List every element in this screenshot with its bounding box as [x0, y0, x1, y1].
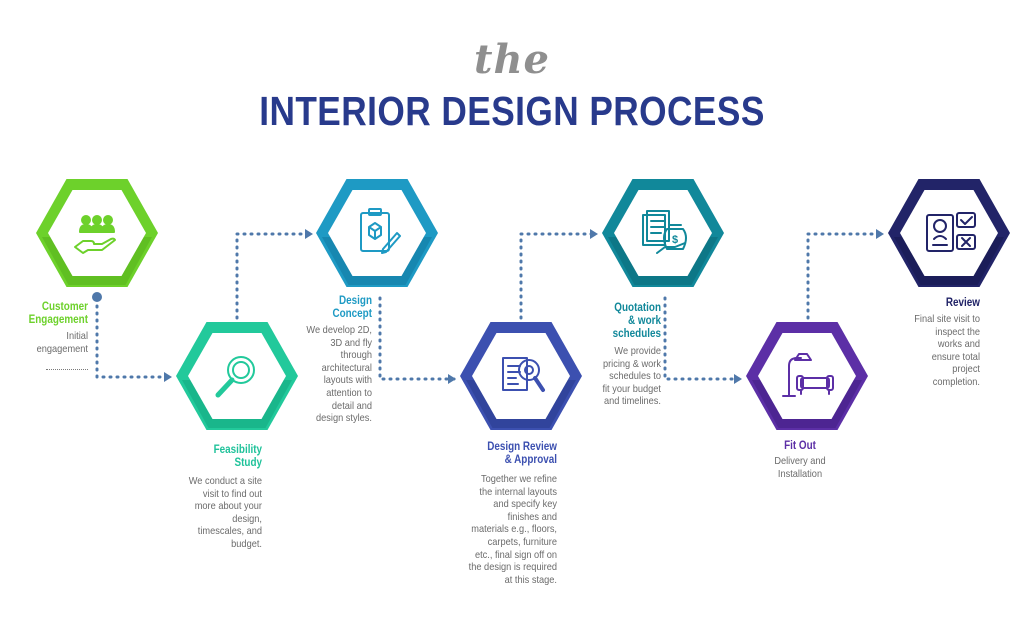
- hexagon-shape: [36, 179, 158, 287]
- title-prefix: the: [473, 36, 550, 83]
- hexagon-inner: [328, 190, 426, 276]
- arrow-head: [590, 229, 598, 239]
- connector-4-5: [519, 232, 600, 320]
- step-description-review: Final site visit to inspect the works an…: [914, 313, 980, 388]
- step-description-design-concept: We develop 2D, 3D and fly through archit…: [306, 324, 372, 425]
- arrow-head: [734, 374, 742, 384]
- clipboard-cube-icon: [360, 208, 401, 254]
- hexagon-customer-engagement: [34, 177, 160, 294]
- hexagon-feasibility-study: [174, 320, 300, 437]
- hexagon-shape: [460, 322, 582, 430]
- step-description-customer-engagement: Initial engagement: [36, 330, 88, 355]
- hexagon-shape: [888, 179, 1010, 287]
- invoice-money-icon: $: [642, 210, 687, 254]
- hexagon-shape: [746, 322, 868, 430]
- connector-5-6: [663, 296, 744, 381]
- step-description-quotation: We provide pricing & work schedules to f…: [602, 345, 661, 408]
- page-title: INTERIOR DESIGN PROCESS: [259, 88, 765, 134]
- arrow-head: [305, 229, 313, 239]
- magnifier-icon: [215, 356, 255, 398]
- group-hand-icon: [74, 215, 116, 254]
- start-dot: [92, 292, 102, 302]
- step-description-fit-out: Delivery and Installation: [774, 455, 826, 480]
- hexagon-shape: $: [602, 179, 724, 287]
- step-title-design-review: Design Review & Approval: [487, 441, 557, 466]
- step-title-feasibility-study: Feasibility Study: [213, 444, 262, 469]
- connector-3-4: [378, 296, 458, 381]
- step-title-fit-out: Fit Out: [784, 440, 816, 452]
- sofa-lamp-icon: [782, 353, 834, 397]
- step-title-design-concept: Design Concept: [332, 295, 372, 320]
- step-description-feasibility-study: We conduct a site visit to find out more…: [188, 475, 262, 550]
- step-title-review: Review: [945, 297, 980, 309]
- arrow-head: [448, 374, 456, 384]
- hexagon-quotation: $: [600, 177, 726, 294]
- connector-6-7: [806, 232, 886, 320]
- hexagon-review: [886, 177, 1012, 294]
- arrow-head: [164, 372, 172, 382]
- checklist-profile-icon: [926, 212, 976, 252]
- hexagon-inner: [758, 333, 856, 419]
- hexagon-inner: [614, 190, 712, 276]
- document-review-icon: [502, 357, 545, 392]
- step-title-quotation: Quotation & work schedules: [612, 302, 661, 340]
- hexagon-inner: [900, 190, 998, 276]
- step-description-design-review: Together we refine the internal layouts …: [468, 473, 557, 586]
- svg-text:$: $: [672, 234, 678, 246]
- hexagon-design-review: [458, 320, 584, 437]
- connector-1-2: [95, 304, 174, 379]
- divider: [46, 369, 88, 370]
- connector-2-3: [235, 232, 315, 320]
- hexagon-design-concept: [314, 177, 440, 294]
- arrow-head: [876, 229, 884, 239]
- hexagon-shape: [316, 179, 438, 287]
- step-title-customer-engagement: Customer Engagement: [28, 301, 88, 326]
- hexagon-fit-out: [744, 320, 870, 437]
- hexagon-shape: [176, 322, 298, 430]
